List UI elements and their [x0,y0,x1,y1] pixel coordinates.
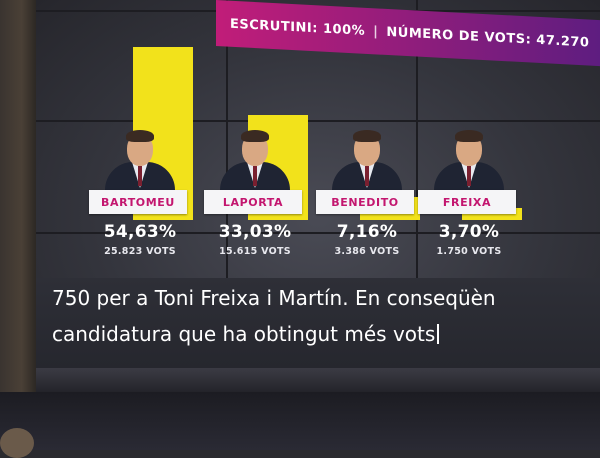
percent-label-bartomeu: 54,63% [103,222,177,242]
photo-tie [467,166,471,186]
screen-ledge [36,368,600,392]
photo-hair [126,130,154,142]
audience-head [0,428,34,458]
election-results-chart: BARTOMEU 54,63% 25.823 VOTS LAPORTA 33,03% 15… [36,0,600,392]
candidate-photo-bartomeu [99,128,179,192]
vote-count-laporta: 15.615 VOTS [219,246,291,257]
candidate-name-benedito: BENEDITO [316,190,414,214]
candidate-name-laporta: LAPORTA [204,190,302,214]
photo-hair [241,130,269,142]
percent-label-benedito: 7,16% [336,222,398,242]
candidate-photo-laporta [214,128,294,192]
photo-tie [253,166,257,186]
subtitle-line-1: 750 per a Toni Freixa i Martín. En conse… [52,286,496,310]
subtitle-line-2: candidatura que ha obtingut més vots [52,322,440,346]
candidate-name-bartomeu: BARTOMEU [89,190,187,214]
room-wall [0,0,36,450]
panel-seam [36,232,600,234]
subtitle-band [36,278,600,368]
photo-tie [365,166,369,186]
vote-count-bartomeu: 25.823 VOTS [104,246,176,257]
percent-label-freixa: 3,70% [438,222,500,242]
photo-hair [353,130,381,142]
photo-hair [455,130,483,142]
panel-seam [416,0,418,280]
candidate-name-freixa: FREIXA [418,190,516,214]
room-floor [0,392,600,450]
candidate-photo-freixa [428,128,508,192]
candidate-photo-benedito [326,128,406,192]
percent-label-laporta: 33,03% [218,222,292,242]
photo-tie [138,166,142,186]
panel-seam [226,0,228,280]
text-cursor [437,324,440,344]
results-screen: ESCRUTINI: 100% | NÚMERO DE VOTS: 47.270… [36,0,600,392]
panel-seam [36,120,600,122]
vote-count-benedito: 3.386 VOTS [334,246,400,257]
vote-count-freixa: 1.750 VOTS [436,246,502,257]
subtitle-line-2-text: candidatura que ha obtingut més vots [52,322,436,346]
